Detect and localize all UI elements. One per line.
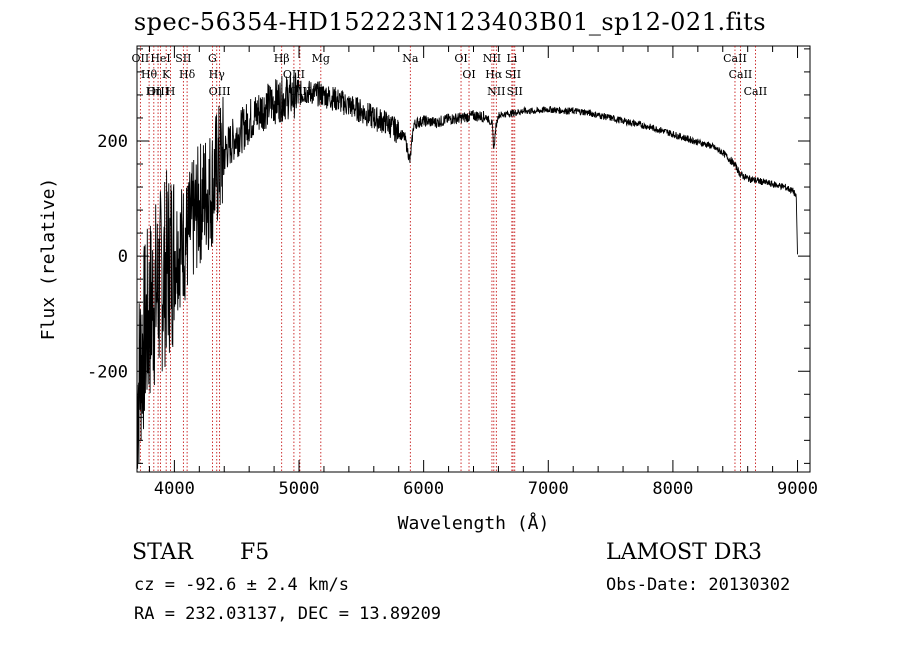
line-label: OIII xyxy=(283,68,305,81)
y-tick-label: 200 xyxy=(97,132,128,152)
line-label: SII xyxy=(507,85,523,98)
plot-frame xyxy=(136,45,811,473)
x-axis-label: Wavelength (Å) xyxy=(398,512,550,534)
line-label: H xyxy=(166,85,176,98)
line-label: SII xyxy=(505,68,521,81)
line-label: HeI xyxy=(150,52,170,65)
object-subclass: F5 xyxy=(240,540,270,565)
line-label: NII xyxy=(487,85,505,98)
line-label: Hθ xyxy=(141,68,158,81)
y-axis-label: Flux (relative) xyxy=(38,178,59,341)
line-label: Mg xyxy=(312,52,330,65)
y-tick-label: 0 xyxy=(118,247,128,267)
x-tick-label: 4000 xyxy=(154,479,195,499)
line-label: CaII xyxy=(729,68,753,81)
line-label: OIII xyxy=(209,85,231,98)
survey-name: LAMOST DR3 xyxy=(606,540,762,565)
ra-dec: RA = 232.03137, DEC = 13.89209 xyxy=(134,604,442,624)
redshift-cz: cz = -92.6 ± 2.4 km/s xyxy=(134,575,349,595)
line-label: Na xyxy=(402,52,419,65)
object-class: STAR xyxy=(132,540,193,565)
line-label: CaII xyxy=(744,85,768,98)
line-label: G xyxy=(208,52,217,65)
line-label: NII xyxy=(483,52,501,65)
line-label: OI xyxy=(462,68,475,81)
line-label: Hδ xyxy=(179,68,196,81)
line-label: OIII xyxy=(147,85,169,98)
line-label: OI xyxy=(454,52,467,65)
line-label: K xyxy=(162,68,171,81)
x-tick-label: 7000 xyxy=(528,479,569,499)
x-tick-label: 6000 xyxy=(403,479,444,499)
x-tick-label: 9000 xyxy=(777,479,818,499)
x-tick-label: 8000 xyxy=(652,479,693,499)
chart-title: spec-56354-HD152223N123403B01_sp12-021.f… xyxy=(133,8,767,36)
line-label: Li xyxy=(506,52,517,65)
spectrum-line xyxy=(136,72,798,469)
y-tick-label: -200 xyxy=(87,362,128,382)
line-label: OII xyxy=(132,52,150,65)
line-label: SII xyxy=(175,52,191,65)
line-label: Hβ xyxy=(274,52,290,65)
line-label: Hη xyxy=(146,85,162,98)
line-label: CaII xyxy=(723,52,747,65)
x-tick-label: 5000 xyxy=(279,479,320,499)
line-label: Hα xyxy=(485,68,503,81)
obs-date: Obs-Date: 20130302 xyxy=(606,575,791,595)
line-label: Hγ xyxy=(209,68,226,81)
